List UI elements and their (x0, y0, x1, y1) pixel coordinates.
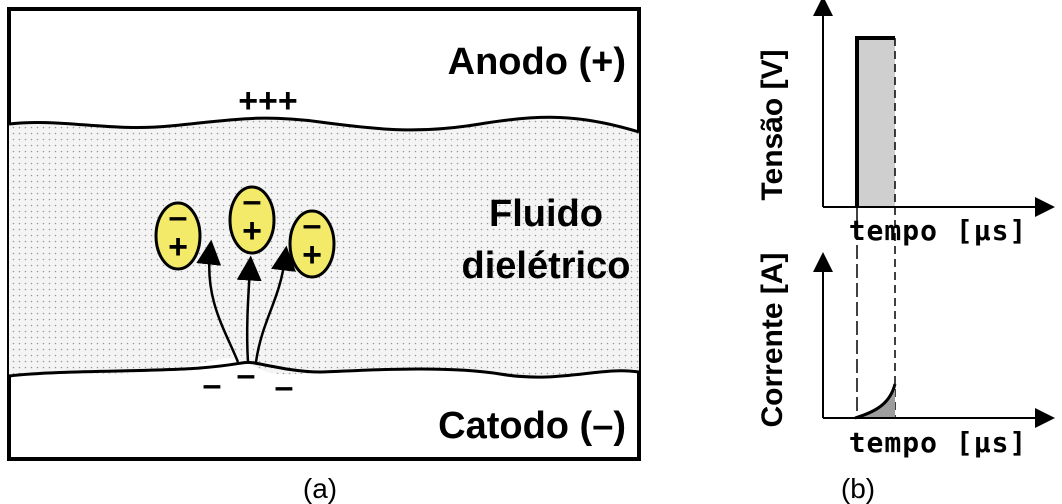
y-axis-label: Tensão [V] (756, 49, 789, 200)
particle-charge: + (302, 236, 322, 274)
caption: (a) (303, 473, 337, 504)
anode-label: Anodo (+) (448, 41, 626, 83)
particle-charge: + (242, 212, 262, 250)
figure: Anodo (+) +++ Fluido dielétrico Catodo (… (0, 0, 1062, 504)
panel-a: Anodo (+) +++ Fluido dielétrico Catodo (… (9, 9, 639, 504)
cathode-charge: – (237, 356, 256, 394)
caption: (b) (841, 473, 875, 504)
fluid-label: Fluido (489, 193, 603, 235)
fluid-label: dielétrico (462, 245, 631, 287)
particle-charge: + (168, 228, 188, 266)
cathode-label: Catodo (–) (438, 405, 626, 447)
cathode-charge: – (203, 366, 222, 404)
current-area (857, 384, 895, 418)
cathode-charge: – (275, 368, 294, 406)
x-axis-label: tempo [µs] (849, 214, 1028, 247)
anode-charges: +++ (238, 82, 298, 120)
x-axis-label: tempo [µs] (849, 426, 1028, 459)
panel-b: Tensão [V] tempo [µs] Corrente [A] tempo… (756, 6, 1045, 504)
voltage-pulse-area (857, 38, 895, 207)
y-axis-label: Corrente [A] (756, 252, 789, 427)
